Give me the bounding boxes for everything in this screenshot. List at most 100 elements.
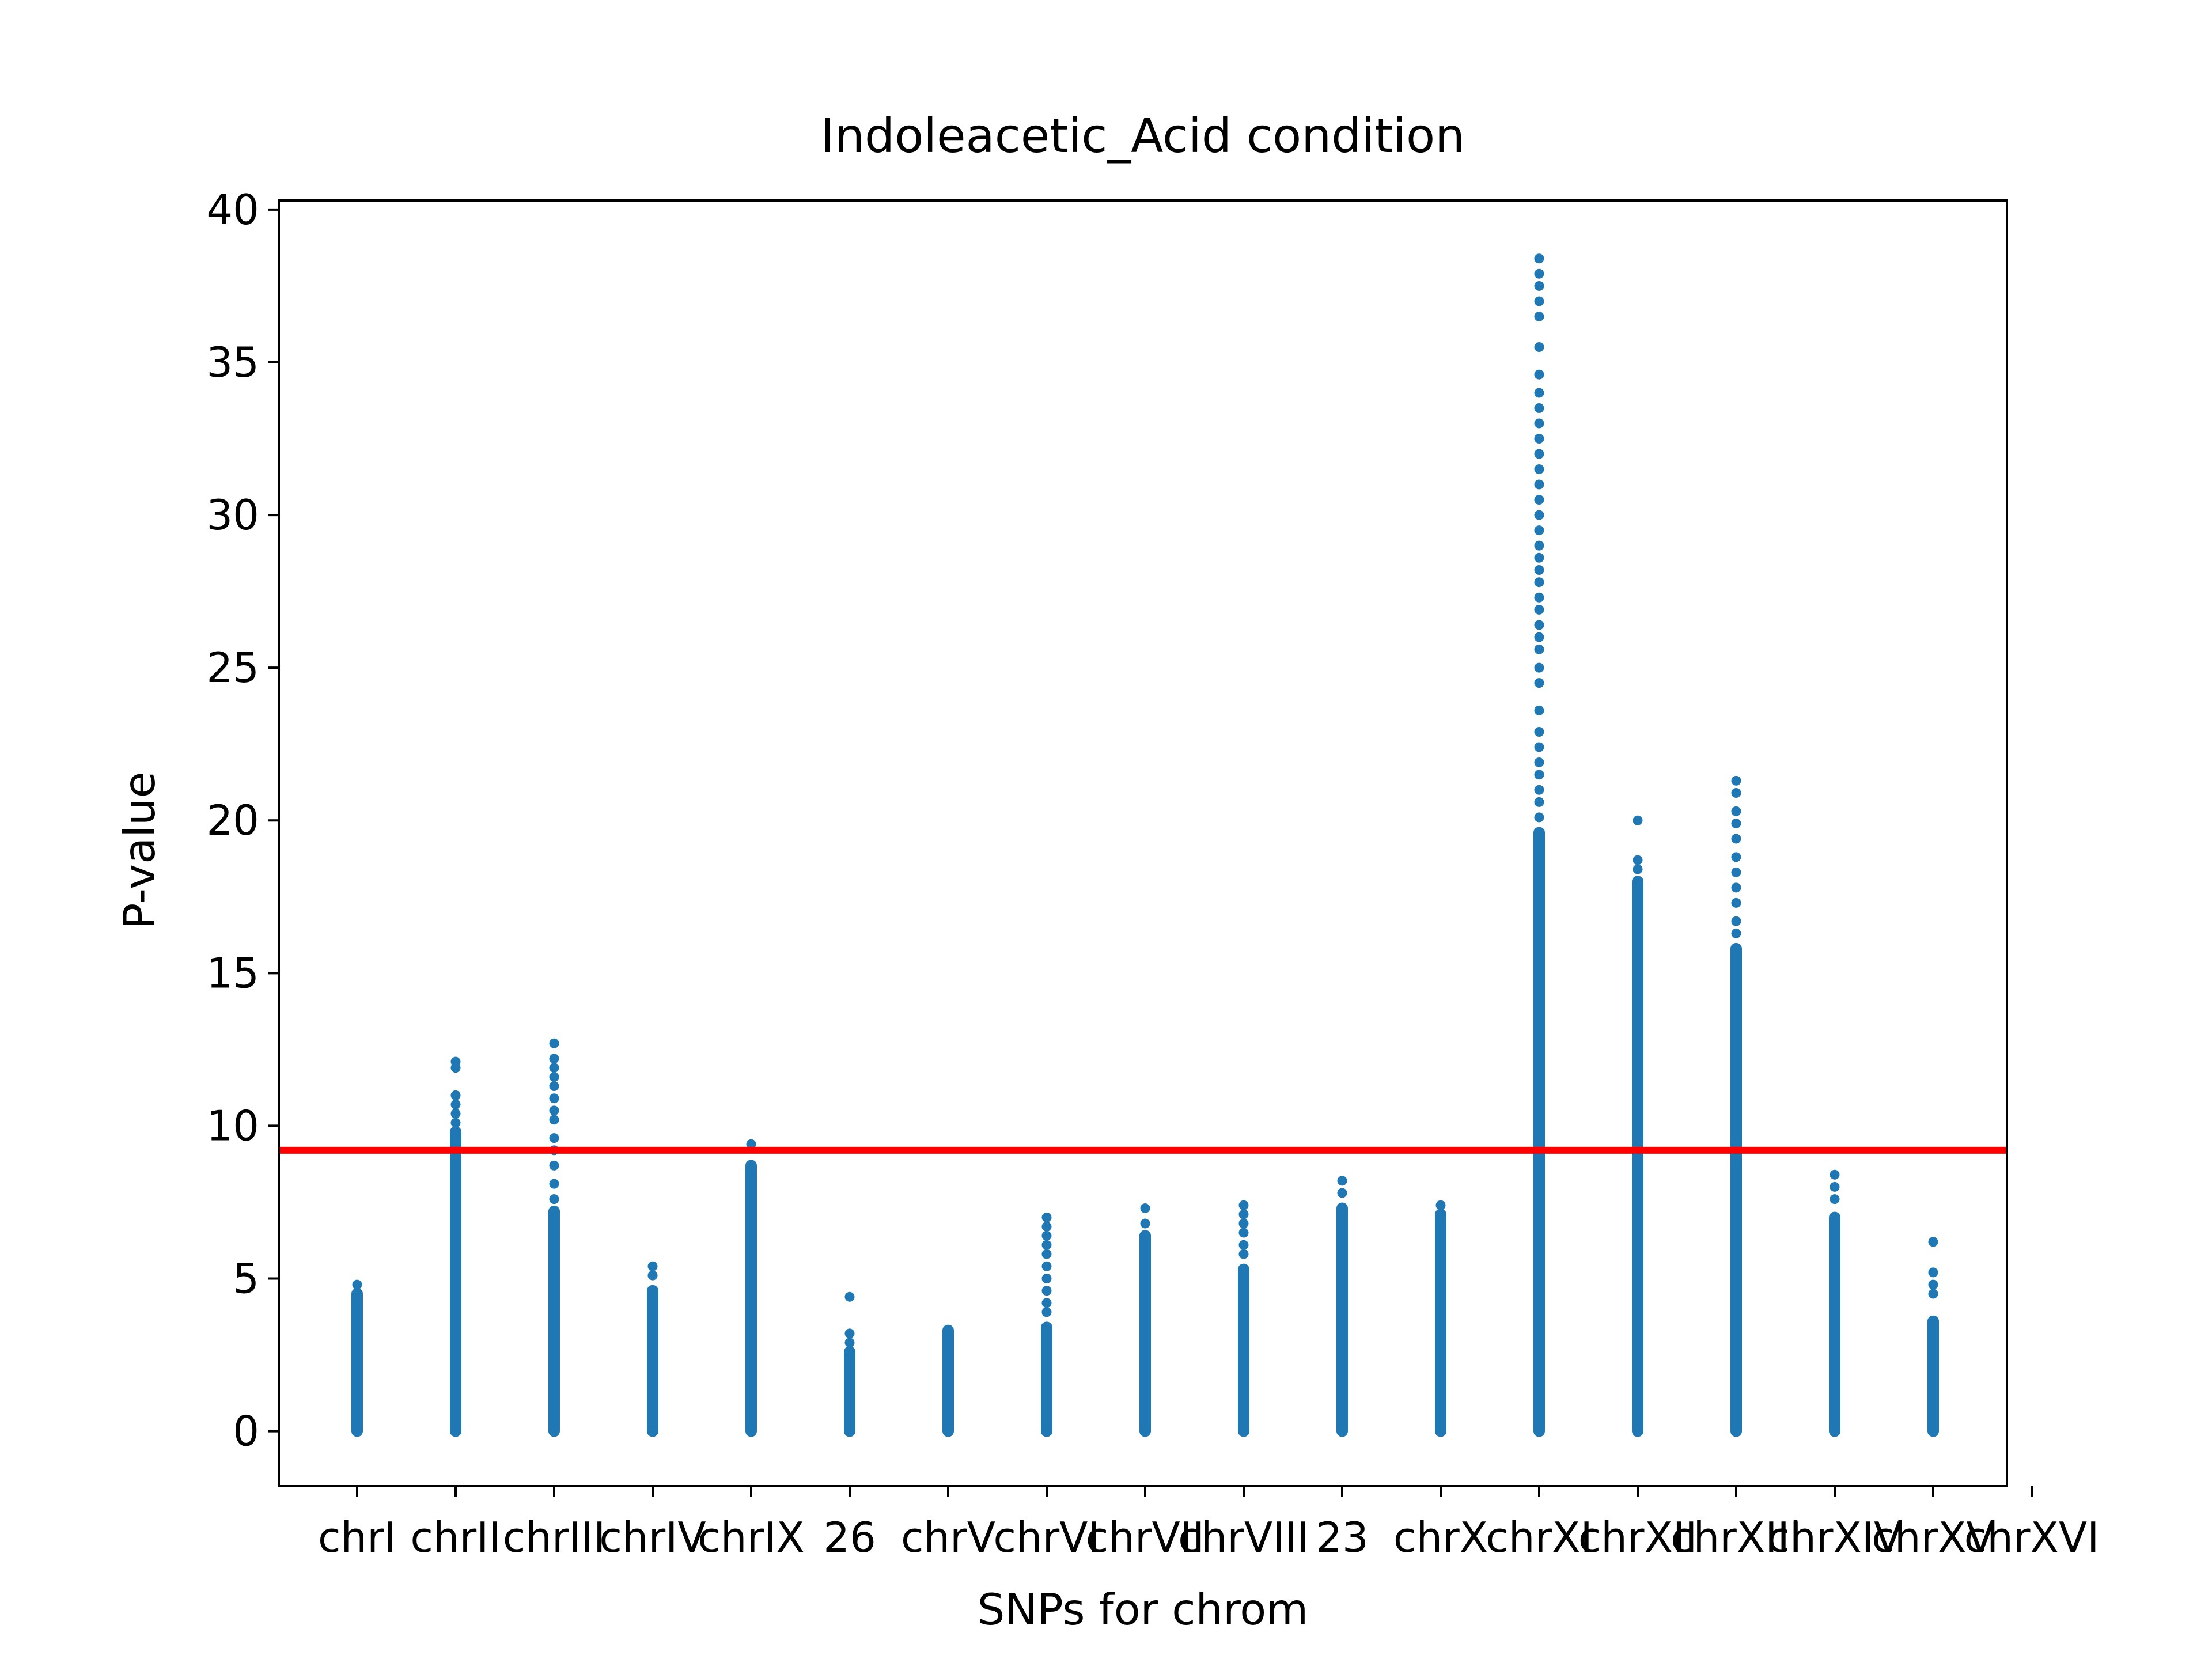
data-point: [1238, 1218, 1249, 1229]
x-tick-label: chrIX: [698, 1513, 804, 1562]
data-point: [647, 1261, 658, 1271]
data-point: [549, 1063, 559, 1073]
x-tick-label: 23: [1316, 1513, 1369, 1562]
x-tick-label: chrIV: [599, 1513, 706, 1562]
data-point: [549, 1133, 559, 1143]
data-point: [1534, 632, 1544, 642]
data-point: [1534, 770, 1544, 780]
data-point: [1041, 1286, 1052, 1296]
data-point: [1041, 1249, 1052, 1259]
data-point: [844, 1338, 855, 1348]
data-point: [549, 1160, 559, 1171]
data-point: [1731, 775, 1741, 786]
data-point: [1041, 1212, 1052, 1222]
data-point: [1534, 592, 1544, 603]
data-point: [1534, 510, 1544, 520]
data-point: [1534, 726, 1544, 737]
y-tick-label: 15: [206, 949, 259, 997]
data-point: [1238, 1209, 1249, 1219]
data-point: [549, 1194, 559, 1205]
data-point: [1238, 1240, 1249, 1250]
data-point: [844, 1328, 855, 1339]
x-tick-label: chrXIV: [1767, 1513, 1903, 1562]
data-point: [1534, 705, 1544, 715]
data-point: [1928, 1237, 1938, 1247]
data-point: [352, 1279, 362, 1290]
data-point: [1534, 296, 1544, 306]
data-point: [1534, 540, 1544, 551]
data-point: [549, 1054, 559, 1064]
y-tick-label: 30: [206, 491, 259, 539]
x-tick-label: chrXI: [1486, 1513, 1592, 1562]
data-point: [450, 1108, 461, 1119]
data-point: [1731, 806, 1741, 816]
data-point: [1534, 464, 1544, 475]
data-point: [1731, 788, 1741, 798]
data-point: [549, 1179, 559, 1189]
y-tick-label: 40: [206, 185, 259, 234]
data-point: [549, 1038, 559, 1048]
data-point: [1337, 1176, 1347, 1186]
data-point: [1633, 855, 1643, 865]
data-point: [1534, 644, 1544, 654]
data-point: [1830, 1194, 1840, 1205]
data-point: [647, 1270, 658, 1281]
data-point: [1830, 1169, 1840, 1180]
data-point: [1731, 897, 1741, 908]
data-point: [450, 1099, 461, 1109]
data-point: [1041, 1221, 1052, 1232]
data-point: [1435, 1200, 1446, 1210]
data-point: [549, 1115, 559, 1125]
data-point: [1534, 678, 1544, 688]
x-tick-label: chrIII: [503, 1513, 606, 1562]
data-point: [844, 1291, 855, 1302]
x-tick-label: chrXII: [1578, 1513, 1698, 1562]
data-point: [1534, 604, 1544, 615]
data-point: [1731, 916, 1741, 926]
chart-title: Indoleacetic_Acid condition: [821, 109, 1465, 164]
data-point: [1731, 819, 1741, 829]
data-point: [1534, 620, 1544, 630]
data-point: [1041, 1230, 1052, 1241]
x-tick-label: chrX: [1393, 1513, 1488, 1562]
data-point: [1731, 882, 1741, 893]
data-point: [1534, 311, 1544, 321]
y-tick-label: 20: [206, 796, 259, 844]
data-point: [746, 1139, 756, 1149]
data-point: [1534, 253, 1544, 264]
data-point: [1534, 742, 1544, 752]
data-point: [1041, 1298, 1052, 1308]
y-tick-label: 35: [206, 338, 259, 387]
data-point: [1534, 525, 1544, 536]
data-point: [1238, 1228, 1249, 1238]
data-point: [1140, 1203, 1150, 1214]
data-point: [1731, 852, 1741, 862]
data-point: [1238, 1200, 1249, 1210]
x-tick-label: chrXIII: [1671, 1513, 1802, 1562]
x-tick-label: chrVII: [1086, 1513, 1205, 1562]
data-point: [1633, 815, 1643, 825]
data-point: [450, 1056, 461, 1067]
data-point: [549, 1105, 559, 1116]
x-tick-label: chrV: [901, 1513, 995, 1562]
data-point: [1041, 1273, 1052, 1283]
data-point: [1928, 1279, 1938, 1290]
data-point: [1534, 797, 1544, 807]
x-tick-label: chrXVI: [1964, 1513, 2100, 1562]
data-point: [1534, 342, 1544, 352]
data-point: [1534, 565, 1544, 575]
plot-frame: [278, 199, 2008, 1487]
data-point: [1238, 1249, 1249, 1259]
x-tick-label: chrI: [318, 1513, 396, 1562]
data-point: [549, 1093, 559, 1104]
data-point: [1633, 864, 1643, 874]
x-axis-label: SNPs for chrom: [978, 1584, 1308, 1635]
plot-area: 0 5 10 15 20 25 30 35 40 chrI chrII chrIIIchrIVchrI…: [206, 185, 2099, 1562]
x-tick-label: chrII: [410, 1513, 501, 1562]
data-point: [1928, 1267, 1938, 1278]
data-point: [1534, 388, 1544, 398]
data-point: [450, 1118, 461, 1128]
data-point: [1534, 268, 1544, 279]
